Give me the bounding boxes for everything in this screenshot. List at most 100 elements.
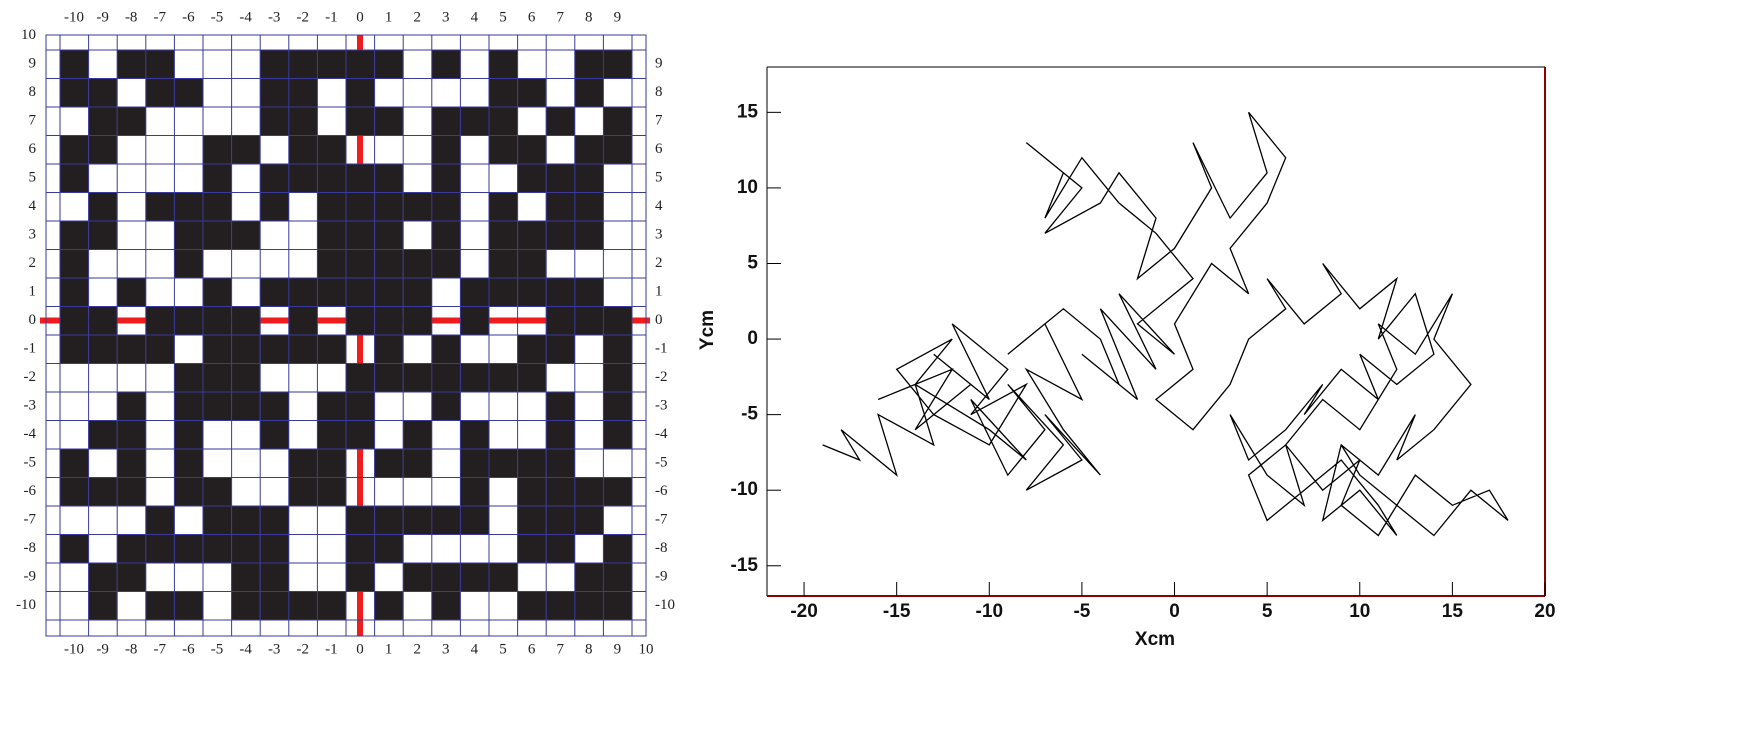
cell [231,534,260,563]
cell [116,562,146,592]
y-tick-label: 7 [655,112,663,128]
cell [317,78,346,107]
x-tick-label: -5 [211,641,224,657]
cell [488,249,518,278]
x-tick-label: 6 [528,9,536,25]
cell [345,420,375,449]
cell [603,391,632,421]
y-tick-label: -4 [24,426,37,442]
x-tick-label: 10 [1349,601,1370,622]
cell [432,306,461,335]
cell [346,591,375,620]
x-tick-label: -8 [125,9,138,25]
x-tick-label: 7 [556,641,564,657]
x-tick-label: -9 [96,9,109,25]
y-tick-label: 9 [655,55,663,71]
y-tick-label: 5 [655,169,663,185]
cell [517,163,546,193]
cell [431,220,461,250]
y-tick-label: 0 [29,312,37,328]
x-tick-label: -7 [154,641,167,657]
cell [575,249,604,278]
cell [575,534,604,563]
cell [117,192,146,221]
cell [59,277,89,307]
cell [374,220,403,250]
cell [174,164,203,193]
cell [431,135,461,164]
cell [59,220,89,250]
cell [402,562,432,592]
cell [403,78,432,107]
y-tick-label: -2 [24,369,37,385]
cell [145,192,175,221]
cell [203,591,232,620]
cell [88,477,117,506]
cell [260,135,289,164]
cell [231,306,260,335]
cell [117,249,146,278]
cell [231,477,260,506]
cell [260,249,289,278]
y-tick-label: -7 [655,511,668,527]
cell [116,534,146,563]
cell [488,220,518,250]
cell [231,78,260,107]
cell [88,306,117,335]
cell [402,277,432,307]
cell [146,477,175,506]
cell [460,249,489,278]
cell [403,50,432,79]
cell [88,392,117,421]
cell [603,534,632,563]
cell [289,420,318,449]
cell [460,591,489,620]
cell [603,221,632,250]
y-tick-label: -6 [655,483,668,499]
cell [517,220,546,250]
cell [574,505,604,535]
cell [146,563,175,592]
x-tick-label: 5 [499,9,507,25]
cell [174,278,203,307]
cell [345,391,375,421]
x-tick-label: 20 [1534,601,1555,622]
x-tick-label: 0 [1169,601,1180,622]
cell [345,277,375,307]
cell [431,49,461,79]
cell [432,449,461,478]
cell [574,562,604,592]
cell [259,562,289,592]
cell [517,249,546,278]
cell [460,192,489,221]
cell [146,135,175,164]
cell [517,420,546,449]
cell [345,505,375,535]
cell [603,306,632,335]
cell [517,306,546,335]
y-tick-label: 1 [29,283,37,299]
cell [202,135,232,164]
cell [431,505,461,535]
y-tick-label: -5 [655,454,668,470]
cell [288,277,318,307]
cell [259,391,289,421]
cell [174,78,203,107]
cell [146,164,175,193]
cell [374,420,403,449]
cell [203,107,232,136]
cell [146,249,175,278]
cell [288,448,318,478]
x-tick-label: 1 [385,641,393,657]
cell [174,477,203,506]
cell [574,591,604,620]
cell [575,449,604,478]
x-tick-label: -7 [154,9,167,25]
cell [145,505,175,535]
cell [174,448,203,478]
cell [574,220,604,250]
cell [546,563,575,592]
cell [317,192,346,221]
y-tick-label: 0 [655,312,663,328]
cell [517,135,546,164]
